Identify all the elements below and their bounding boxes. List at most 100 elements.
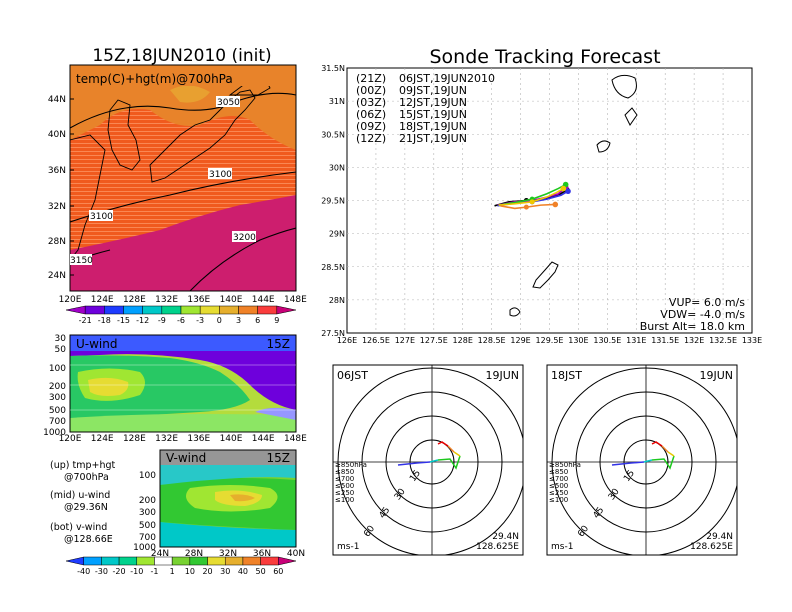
lon-tick-label: 144E	[252, 434, 275, 444]
pressure-tick-label: 300	[139, 508, 156, 518]
temperature-height-map: temp(C)+hgt(m)@700hPa 3050 3100 3100 320…	[48, 64, 307, 305]
pressure-tick-label: 30	[55, 334, 67, 344]
colorbar-label: -12	[136, 316, 149, 325]
pressure-legend-label: ≤250	[549, 489, 568, 497]
x-tick-label: 132.5E	[709, 336, 737, 345]
colorbar-swatch	[65, 556, 84, 566]
y-tick-label: 31N	[329, 97, 345, 106]
colorbar-label: 1	[170, 567, 175, 576]
colorbar-swatch	[142, 305, 163, 315]
contour-label: 3150	[70, 256, 93, 266]
colorbar-label: -1	[150, 567, 158, 576]
island-outline	[509, 307, 521, 317]
colorbar-label: -18	[98, 316, 111, 325]
pressure-tick-label: 500	[49, 406, 66, 416]
pressure-legend-label: ≤850	[335, 468, 354, 476]
wind-profile	[661, 445, 669, 453]
lon-tick-label: 124E	[91, 434, 114, 444]
pressure-tick-label: 100	[49, 364, 66, 374]
pressure-legend-label: ≤500	[335, 482, 354, 490]
colorbar-swatch	[101, 556, 120, 566]
wind-profile	[667, 451, 675, 457]
wind-profile	[397, 461, 431, 466]
pressure-tick-label: 700	[49, 417, 66, 427]
colorbar-swatch	[224, 556, 244, 566]
x-tick-label: 130.5E	[593, 336, 621, 345]
hodograph-frame	[546, 364, 738, 556]
lat-tick-label: 40N	[287, 549, 305, 559]
wind-profile	[643, 459, 653, 463]
pressure-tick-label: 500	[139, 521, 156, 531]
lat-tick-label: 36N	[253, 549, 271, 559]
lat-tick-label: 28N	[48, 237, 66, 247]
y-tick-label: 28.5N	[321, 263, 345, 272]
x-tick-label: 130E	[568, 336, 588, 345]
pressure-tick-label: 200	[49, 382, 66, 392]
x-tick-label: 129E	[510, 336, 530, 345]
lat-tick-label: 32N	[48, 202, 66, 212]
colorbar-swatch	[136, 556, 155, 566]
track-point	[529, 199, 535, 205]
y-tick-label: 30N	[329, 163, 345, 172]
v-wind-label: V-wind	[166, 451, 206, 465]
track-point	[523, 204, 529, 210]
lon-tick-label: 132E	[155, 295, 178, 305]
x-tick-label: 131E	[626, 336, 646, 345]
colorbar-label: -40	[77, 567, 90, 576]
colorbar-label: 40	[238, 567, 248, 576]
pressure-legend-label: ≤850	[549, 468, 568, 476]
colorbar-label: 6	[255, 316, 260, 325]
pressure-legend-label: ≤700	[335, 475, 354, 483]
lon-tick-label: 148E	[284, 434, 307, 444]
x-tick-label: 131.5E	[651, 336, 679, 345]
lon-tick-label: 124E	[91, 295, 114, 305]
lat-tick-label: 24N	[48, 271, 66, 281]
colorbar-label: 0	[217, 316, 222, 325]
pressure-tick-label: 200	[139, 496, 156, 506]
colorbar-swatch	[260, 556, 279, 566]
colorbar-swatch	[154, 556, 173, 566]
note-up2: @700hPa	[64, 472, 109, 483]
island-outline	[596, 140, 611, 153]
colorbar-swatch	[278, 556, 297, 566]
lon-tick-label: 120E	[59, 295, 82, 305]
colorbar-label: 20	[202, 567, 212, 576]
colorbar-swatch	[180, 305, 201, 315]
note-mid: (mid) u-wind	[50, 490, 110, 501]
pressure-legend-label: ≥850hPa	[549, 461, 581, 469]
colorbar-swatch	[118, 556, 138, 566]
hodograph-lon: 128.625E	[476, 542, 519, 552]
pressure-legend-label: ≥850hPa	[335, 461, 367, 469]
legend-time: 21JST,19JUN	[399, 132, 467, 145]
legend-time: 15JST,19JUN	[399, 108, 467, 121]
colorbar-swatch	[257, 305, 278, 315]
pressure-tick-label: 1000	[133, 543, 156, 553]
lat-tick-label: 32N	[219, 549, 237, 559]
island-outline	[532, 261, 559, 289]
wind-profile	[611, 461, 645, 466]
x-tick-label: 126E	[337, 336, 357, 345]
colorbar-label: -6	[177, 316, 185, 325]
colorbar-label: -21	[79, 316, 92, 325]
colorbar-swatch	[207, 556, 226, 566]
colorbar-label: 30	[220, 567, 230, 576]
x-tick-label: 127E	[395, 336, 415, 345]
legend-time: 18JST,19JUN	[399, 120, 467, 133]
colorbar-label: -20	[113, 567, 126, 576]
hodograph-date: 19JUN	[485, 369, 519, 382]
island-outline	[624, 107, 638, 126]
pressure-legend-label: ≤100	[335, 496, 354, 504]
lon-tick-label: 120E	[59, 434, 82, 444]
colorbar-swatch	[84, 305, 105, 315]
pressure-legend-label: ≤250	[335, 489, 354, 497]
colorbar-label: -10	[130, 567, 143, 576]
pressure-tick-label: 300	[49, 393, 66, 403]
colorbar-label: -15	[117, 316, 130, 325]
colorbar-swatch	[83, 556, 102, 566]
x-tick-label: 126.5E	[362, 336, 390, 345]
wind-colorbar: -40 -30 -20 -10 -1 1 10 20 30 40 50 60	[65, 556, 297, 576]
